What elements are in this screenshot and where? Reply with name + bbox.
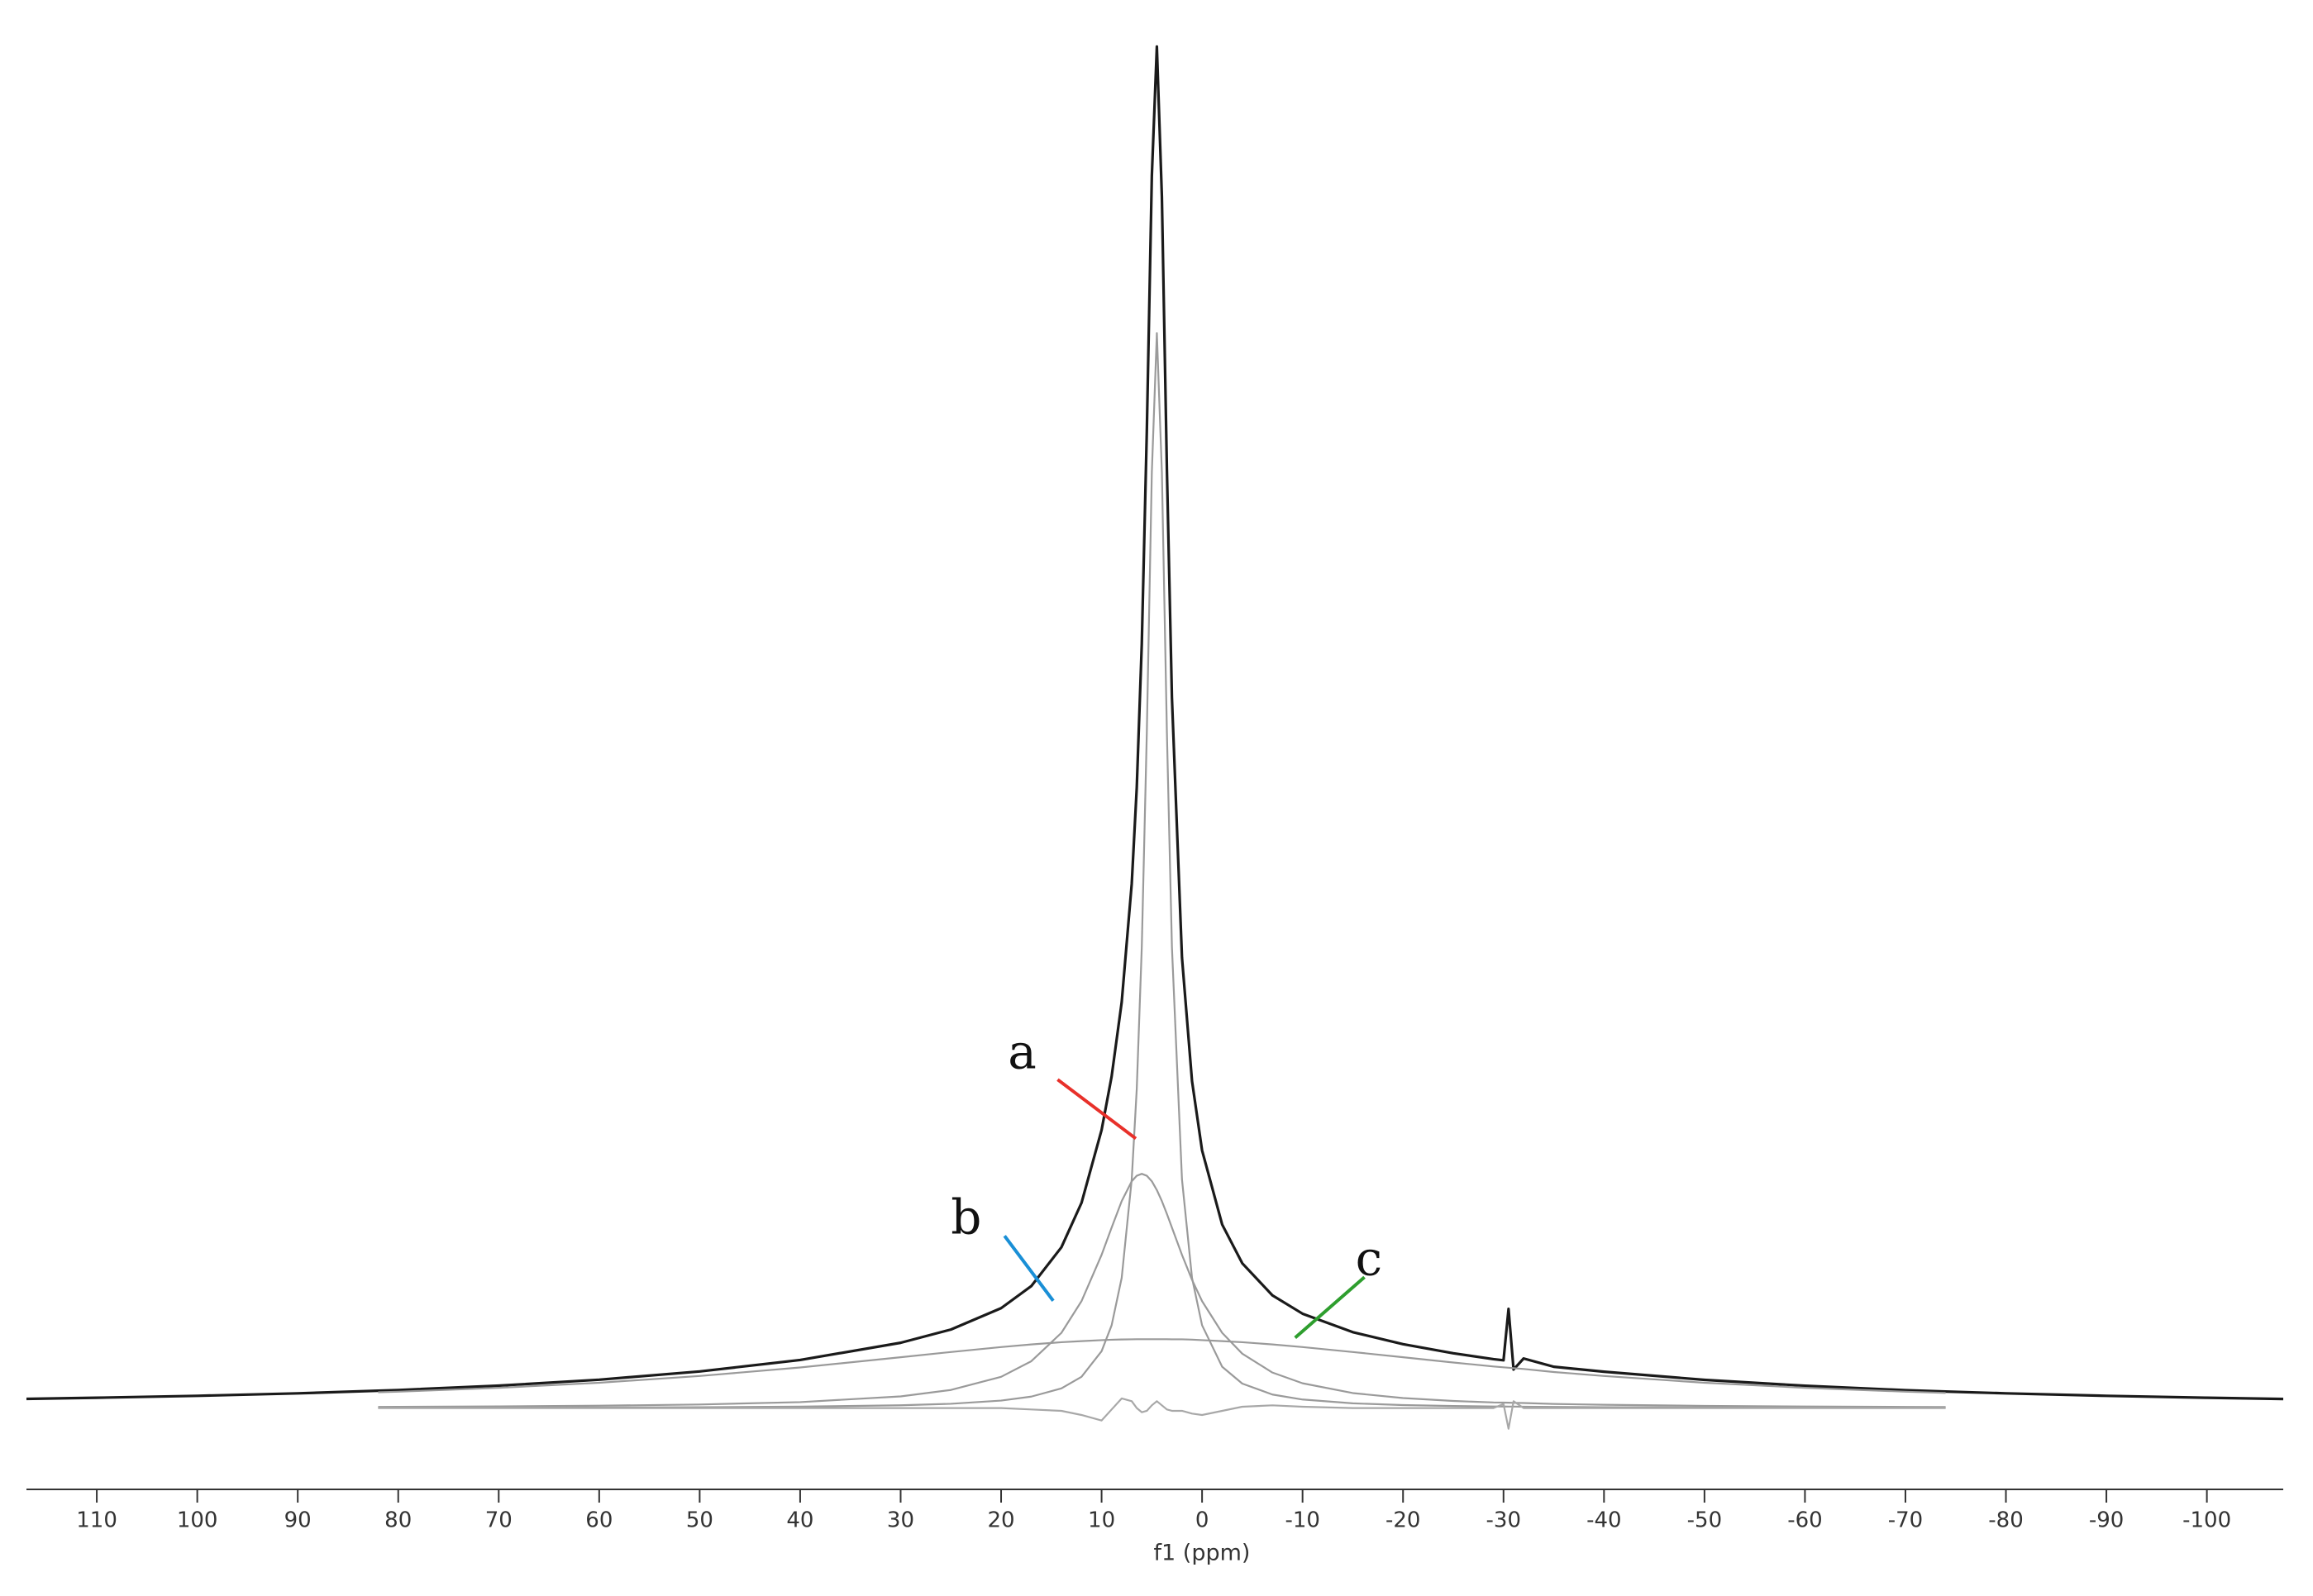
x-tick-label: -70 <box>1888 1508 1923 1533</box>
spectrum-line <box>378 1338 1946 1394</box>
annotation-leader <box>1003 1235 1055 1303</box>
x-tick-label: 50 <box>686 1508 713 1533</box>
x-tick-label: 110 <box>76 1508 117 1533</box>
annotation-leader <box>1294 1275 1366 1339</box>
x-tick-label: -100 <box>2182 1508 2231 1533</box>
x-tick-label: -90 <box>2089 1508 2124 1533</box>
x-tick-label: -60 <box>1787 1508 1822 1533</box>
spectrum-line <box>378 1173 1946 1408</box>
annotation-label: b <box>951 1189 981 1245</box>
x-tick-label: 20 <box>987 1508 1014 1533</box>
x-tick-label: -40 <box>1586 1508 1621 1533</box>
spectrum-line <box>378 1397 1946 1430</box>
x-tick-label: 30 <box>887 1508 914 1533</box>
x-tick-label: 60 <box>585 1508 613 1533</box>
x-tick-label: 90 <box>284 1508 312 1533</box>
x-axis-label: f1 (ppm) <box>1154 1541 1251 1566</box>
annotation-label: c <box>1356 1230 1382 1286</box>
annotation-label: a <box>1008 1024 1037 1080</box>
x-tick-label: 0 <box>1195 1508 1209 1533</box>
x-tick-label: 70 <box>485 1508 513 1533</box>
x-tick-label: -80 <box>1988 1508 2023 1533</box>
x-tick-label: 40 <box>786 1508 813 1533</box>
x-tick-label: -50 <box>1687 1508 1722 1533</box>
x-tick-label: 10 <box>1088 1508 1115 1533</box>
x-tick-label: -10 <box>1285 1508 1319 1533</box>
spectrum-line <box>26 45 2284 1401</box>
x-tick-label: -30 <box>1486 1508 1521 1533</box>
x-tick-label: 100 <box>177 1508 218 1533</box>
spectrum-line <box>378 332 1946 1409</box>
annotation-leader <box>1056 1078 1137 1141</box>
x-tick-label: 80 <box>384 1508 412 1533</box>
x-tick-label: -20 <box>1385 1508 1420 1533</box>
